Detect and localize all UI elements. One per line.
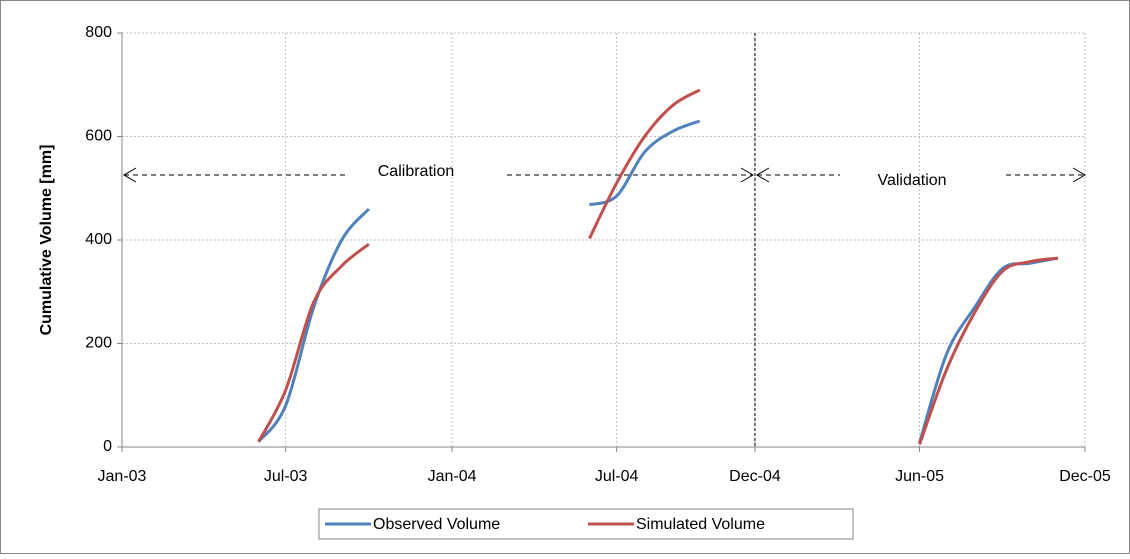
x-tick-label: Dec-05 <box>1059 468 1111 485</box>
legend-label: Observed Volume <box>373 516 500 533</box>
legend-label: Simulated Volume <box>636 516 765 533</box>
x-tick-label: Jul-04 <box>595 468 639 485</box>
arrow-head <box>123 167 137 183</box>
arrow-head <box>740 167 754 183</box>
arrow-head <box>1072 167 1086 183</box>
y-tick-label: 200 <box>85 335 112 352</box>
x-tick-label: Jul-03 <box>264 468 308 485</box>
y-tick-label: 600 <box>85 128 112 145</box>
y-tick-label: 800 <box>85 24 112 41</box>
data-line <box>257 88 1059 445</box>
x-tick-label: Jan-04 <box>428 468 477 485</box>
y-tick-label: 0 <box>103 438 112 455</box>
legend-box <box>318 508 854 540</box>
annotation: Validation <box>877 172 946 189</box>
y-tick-label: 400 <box>85 231 112 248</box>
x-tick-label: Dec-04 <box>729 468 781 485</box>
y-axis-label: Cumulative Volume [mm] <box>38 145 55 336</box>
annotation: Calibration <box>378 163 454 180</box>
x-tick-label: Jun-05 <box>895 468 944 485</box>
x-tick-label: Jan-03 <box>98 468 147 485</box>
arrow-head <box>755 167 770 183</box>
